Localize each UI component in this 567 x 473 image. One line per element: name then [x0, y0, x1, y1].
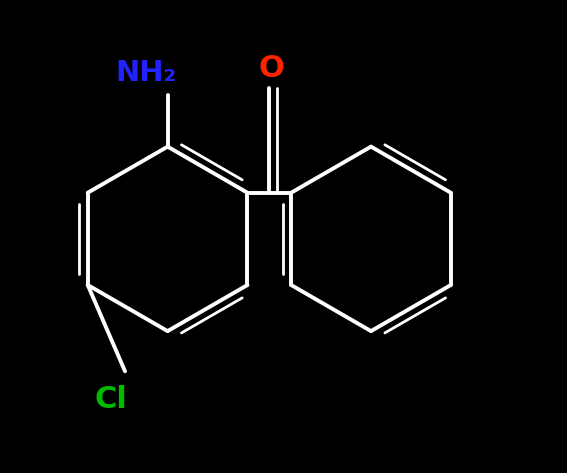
Text: O: O	[259, 54, 285, 83]
Text: NH₂: NH₂	[116, 59, 177, 88]
Text: Cl: Cl	[95, 385, 128, 414]
